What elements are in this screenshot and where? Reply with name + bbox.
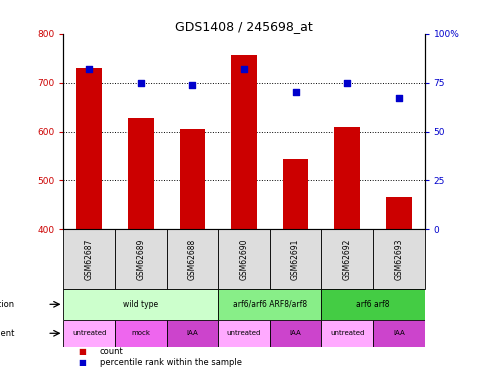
Point <box>188 82 196 88</box>
Text: IAA: IAA <box>393 330 405 336</box>
Point <box>343 80 351 86</box>
Text: GSM62690: GSM62690 <box>240 238 248 280</box>
FancyBboxPatch shape <box>373 320 425 346</box>
FancyBboxPatch shape <box>63 229 115 289</box>
FancyBboxPatch shape <box>322 289 425 320</box>
FancyBboxPatch shape <box>373 229 425 289</box>
FancyBboxPatch shape <box>166 229 218 289</box>
Bar <box>334 127 360 229</box>
Text: wild type: wild type <box>123 300 159 309</box>
Text: ■: ■ <box>78 346 86 355</box>
FancyBboxPatch shape <box>270 320 322 346</box>
Point <box>292 89 300 95</box>
Bar <box>128 118 154 229</box>
Text: mock: mock <box>131 330 150 336</box>
FancyBboxPatch shape <box>115 320 166 346</box>
Text: genotype/variation: genotype/variation <box>0 300 15 309</box>
Point <box>395 95 403 101</box>
FancyBboxPatch shape <box>218 229 270 289</box>
Text: count: count <box>100 346 123 355</box>
Text: GSM62692: GSM62692 <box>343 238 352 280</box>
Bar <box>283 159 308 229</box>
Text: untreated: untreated <box>72 330 106 336</box>
Text: agent: agent <box>0 329 15 338</box>
Point <box>137 80 145 86</box>
Title: GDS1408 / 245698_at: GDS1408 / 245698_at <box>175 20 313 33</box>
FancyBboxPatch shape <box>166 320 218 346</box>
Point <box>85 66 93 72</box>
FancyBboxPatch shape <box>63 289 218 320</box>
FancyBboxPatch shape <box>322 229 373 289</box>
FancyBboxPatch shape <box>218 289 322 320</box>
FancyBboxPatch shape <box>63 320 115 346</box>
Text: percentile rank within the sample: percentile rank within the sample <box>100 358 242 368</box>
Bar <box>386 198 412 229</box>
Text: IAA: IAA <box>186 330 198 336</box>
Text: GSM62687: GSM62687 <box>85 238 94 280</box>
Bar <box>76 68 102 229</box>
FancyBboxPatch shape <box>270 229 322 289</box>
Bar <box>180 129 205 229</box>
Text: GSM62691: GSM62691 <box>291 238 300 280</box>
FancyBboxPatch shape <box>218 320 270 346</box>
Text: ■: ■ <box>78 358 86 368</box>
Text: GSM62689: GSM62689 <box>136 238 145 280</box>
Text: IAA: IAA <box>290 330 302 336</box>
Text: arf6 arf8: arf6 arf8 <box>356 300 390 309</box>
Bar <box>231 55 257 229</box>
Text: untreated: untreated <box>227 330 261 336</box>
Text: GSM62688: GSM62688 <box>188 238 197 279</box>
FancyBboxPatch shape <box>115 229 166 289</box>
Point <box>240 66 248 72</box>
FancyBboxPatch shape <box>322 320 373 346</box>
Text: GSM62693: GSM62693 <box>394 238 403 280</box>
Text: arf6/arf6 ARF8/arf8: arf6/arf6 ARF8/arf8 <box>233 300 307 309</box>
Text: untreated: untreated <box>330 330 365 336</box>
